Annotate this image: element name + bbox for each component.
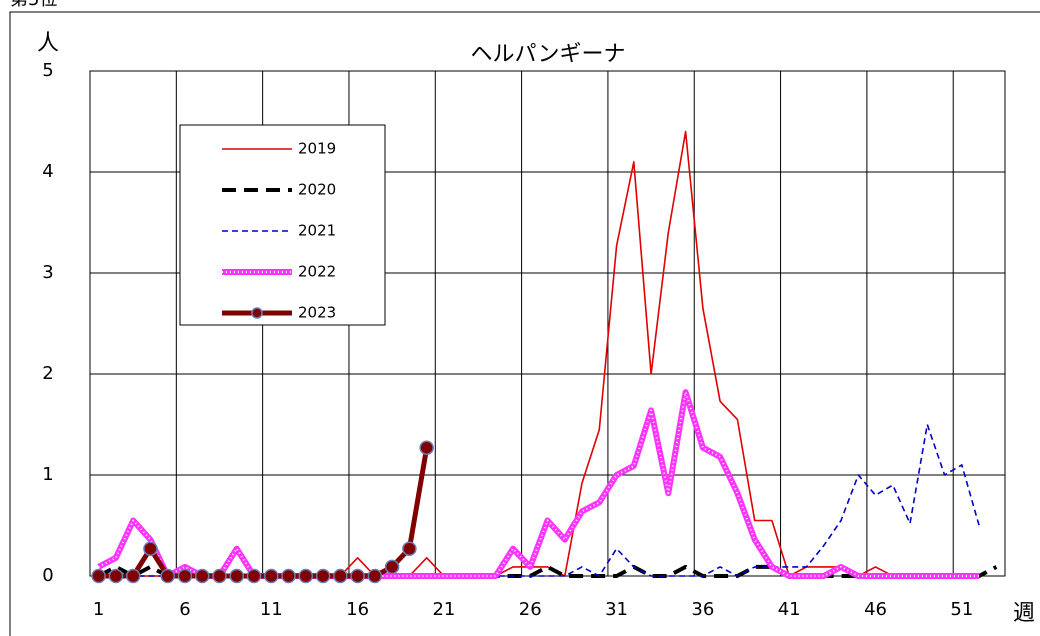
data-point: [281, 568, 296, 584]
data-point: [419, 440, 434, 455]
legend-label: 2023: [298, 304, 336, 322]
legend-box: [179, 124, 386, 326]
frame: [9, 11, 1040, 636]
legend: 2019 2020 2021 2022 2023: [179, 124, 386, 326]
y-tick-label: 3: [42, 262, 53, 283]
data-point: [264, 568, 279, 584]
data-point: [246, 568, 262, 584]
x-tick-label: 26: [519, 599, 542, 620]
data-point: [160, 568, 175, 584]
data-point: [108, 568, 124, 584]
legend-marker: [251, 307, 263, 319]
legend-label: 2019: [298, 140, 336, 158]
series-line: [98, 423, 980, 577]
data-point: [212, 568, 227, 584]
x-tick-label: 6: [179, 599, 190, 620]
data-point: [91, 568, 106, 584]
data-point: [229, 568, 244, 584]
legend-label: 2022: [298, 263, 336, 281]
x-tick-label: 1: [93, 599, 104, 620]
legend-label: 2021: [298, 222, 336, 240]
y-tick-label: 1: [42, 464, 53, 485]
data-point: [350, 568, 365, 584]
x-tick-label: 51: [950, 599, 973, 620]
data-point: [367, 568, 383, 584]
data-point: [402, 541, 417, 556]
x-tick-label: 21: [432, 599, 455, 620]
legend-label: 2020: [298, 181, 336, 199]
y-axis-label: 人: [37, 31, 59, 56]
x-tick-label: 16: [346, 599, 369, 620]
x-tick-label: 46: [864, 599, 887, 620]
corner-label: 第5位: [10, 0, 57, 10]
x-axis-label: 週: [1013, 601, 1035, 626]
data-point: [125, 568, 141, 584]
x-tick-label: 36: [691, 599, 714, 620]
x-tick-label: 41: [778, 599, 801, 620]
data-point: [384, 559, 400, 575]
y-tick-label: 4: [42, 161, 53, 182]
data-point: [298, 568, 314, 584]
y-tick-label: 5: [42, 60, 53, 81]
data-point: [194, 568, 210, 584]
y-tick-label: 2: [42, 363, 53, 384]
series-line: [97, 389, 980, 579]
data-point: [143, 541, 158, 556]
data-point: [315, 568, 331, 584]
x-tick-label: 31: [605, 599, 628, 620]
chart-title: ヘルパンギーナ: [470, 42, 625, 67]
data-point: [333, 568, 348, 584]
y-tick-label: 0: [42, 565, 53, 586]
data-point: [177, 568, 193, 584]
x-tick-label: 11: [260, 599, 283, 620]
